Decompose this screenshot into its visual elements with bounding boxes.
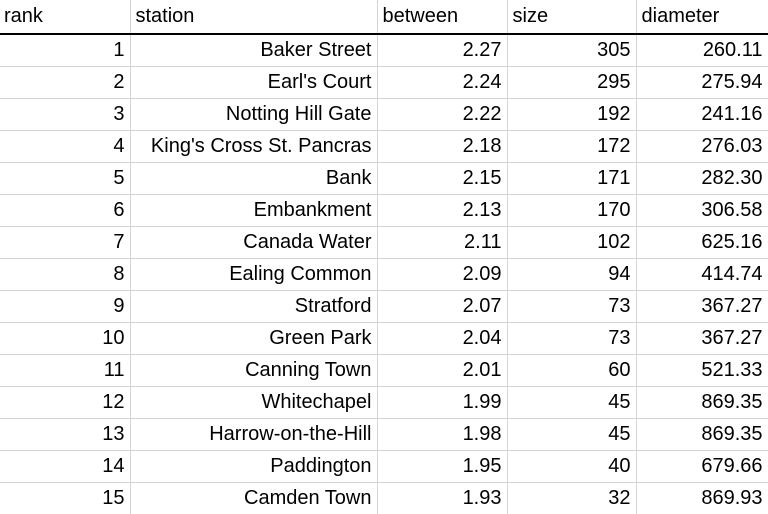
- cell-diameter[interactable]: 521.33: [636, 354, 768, 387]
- cell-between[interactable]: 2.22: [377, 98, 508, 131]
- cell-size[interactable]: 40: [507, 450, 637, 483]
- cell-rank[interactable]: 6: [0, 194, 131, 227]
- table-row: 2 Earl's Court 2.24 295 275.94: [0, 66, 768, 99]
- cell-between[interactable]: 1.93: [377, 482, 508, 514]
- table-row: 4 King's Cross St. Pancras 2.18 172 276.…: [0, 130, 768, 163]
- cell-rank[interactable]: 7: [0, 226, 131, 259]
- cell-between[interactable]: 2.18: [377, 130, 508, 163]
- cell-between[interactable]: 2.04: [377, 322, 508, 355]
- cell-diameter[interactable]: 275.94: [636, 66, 768, 99]
- cell-between[interactable]: 2.01: [377, 354, 508, 387]
- table-row: 10 Green Park 2.04 73 367.27: [0, 322, 768, 355]
- cell-station[interactable]: Earl's Court: [130, 66, 378, 99]
- cell-diameter[interactable]: 414.74: [636, 258, 768, 291]
- cell-size[interactable]: 45: [507, 386, 637, 419]
- table-row: 11 Canning Town 2.01 60 521.33: [0, 354, 768, 387]
- cell-size[interactable]: 60: [507, 354, 637, 387]
- header-diameter[interactable]: diameter: [636, 0, 768, 35]
- cell-rank[interactable]: 3: [0, 98, 131, 131]
- cell-rank[interactable]: 5: [0, 162, 131, 195]
- header-rank[interactable]: rank: [0, 0, 131, 35]
- header-size[interactable]: size: [507, 0, 637, 35]
- cell-station[interactable]: Harrow-on-the-Hill: [130, 418, 378, 451]
- cell-diameter[interactable]: 869.35: [636, 386, 768, 419]
- cell-station[interactable]: Stratford: [130, 290, 378, 323]
- table-row: 14 Paddington 1.95 40 679.66: [0, 450, 768, 483]
- cell-size[interactable]: 102: [507, 226, 637, 259]
- cell-between[interactable]: 1.99: [377, 386, 508, 419]
- header-between[interactable]: between: [377, 0, 508, 35]
- header-station[interactable]: station: [130, 0, 378, 35]
- table-row: 13 Harrow-on-the-Hill 1.98 45 869.35: [0, 418, 768, 451]
- table-row: 15 Camden Town 1.93 32 869.93: [0, 482, 768, 514]
- cell-station[interactable]: King's Cross St. Pancras: [130, 130, 378, 163]
- cell-station[interactable]: Bank: [130, 162, 378, 195]
- cell-station[interactable]: Notting Hill Gate: [130, 98, 378, 131]
- cell-size[interactable]: 171: [507, 162, 637, 195]
- cell-between[interactable]: 2.27: [377, 34, 508, 67]
- cell-station[interactable]: Green Park: [130, 322, 378, 355]
- cell-diameter[interactable]: 869.35: [636, 418, 768, 451]
- cell-station[interactable]: Canada Water: [130, 226, 378, 259]
- cell-size[interactable]: 305: [507, 34, 637, 67]
- cell-between[interactable]: 2.24: [377, 66, 508, 99]
- cell-size[interactable]: 172: [507, 130, 637, 163]
- cell-station[interactable]: Embankment: [130, 194, 378, 227]
- cell-diameter[interactable]: 625.16: [636, 226, 768, 259]
- table-row: 6 Embankment 2.13 170 306.58: [0, 194, 768, 227]
- cell-diameter[interactable]: 869.93: [636, 482, 768, 514]
- cell-size[interactable]: 45: [507, 418, 637, 451]
- table-row: 9 Stratford 2.07 73 367.27: [0, 290, 768, 323]
- cell-station[interactable]: Canning Town: [130, 354, 378, 387]
- cell-diameter[interactable]: 241.16: [636, 98, 768, 131]
- cell-size[interactable]: 192: [507, 98, 637, 131]
- cell-diameter[interactable]: 260.11: [636, 34, 768, 67]
- table-row: 12 Whitechapel 1.99 45 869.35: [0, 386, 768, 419]
- cell-between[interactable]: 1.98: [377, 418, 508, 451]
- cell-size[interactable]: 32: [507, 482, 637, 514]
- cell-between[interactable]: 2.13: [377, 194, 508, 227]
- table-row: 1 Baker Street 2.27 305 260.11: [0, 34, 768, 67]
- cell-diameter[interactable]: 306.58: [636, 194, 768, 227]
- cell-station[interactable]: Ealing Common: [130, 258, 378, 291]
- header-row: rank station between size diameter: [0, 0, 768, 35]
- cell-diameter[interactable]: 367.27: [636, 322, 768, 355]
- cell-station[interactable]: Paddington: [130, 450, 378, 483]
- cell-size[interactable]: 73: [507, 322, 637, 355]
- cell-diameter[interactable]: 276.03: [636, 130, 768, 163]
- cell-rank[interactable]: 14: [0, 450, 131, 483]
- cell-between[interactable]: 2.15: [377, 162, 508, 195]
- table-row: 7 Canada Water 2.11 102 625.16: [0, 226, 768, 259]
- cell-diameter[interactable]: 367.27: [636, 290, 768, 323]
- cell-size[interactable]: 94: [507, 258, 637, 291]
- cell-rank[interactable]: 8: [0, 258, 131, 291]
- cell-station[interactable]: Baker Street: [130, 34, 378, 67]
- table-row: 8 Ealing Common 2.09 94 414.74: [0, 258, 768, 291]
- cell-rank[interactable]: 1: [0, 34, 131, 67]
- cell-rank[interactable]: 11: [0, 354, 131, 387]
- cell-station[interactable]: Whitechapel: [130, 386, 378, 419]
- cell-size[interactable]: 170: [507, 194, 637, 227]
- table-row: 5 Bank 2.15 171 282.30: [0, 162, 768, 195]
- cell-size[interactable]: 295: [507, 66, 637, 99]
- cell-size[interactable]: 73: [507, 290, 637, 323]
- cell-between[interactable]: 2.09: [377, 258, 508, 291]
- cell-between[interactable]: 2.11: [377, 226, 508, 259]
- cell-rank[interactable]: 10: [0, 322, 131, 355]
- cell-between[interactable]: 2.07: [377, 290, 508, 323]
- cell-rank[interactable]: 4: [0, 130, 131, 163]
- cell-rank[interactable]: 12: [0, 386, 131, 419]
- cell-station[interactable]: Camden Town: [130, 482, 378, 514]
- cell-rank[interactable]: 15: [0, 482, 131, 514]
- cell-rank[interactable]: 9: [0, 290, 131, 323]
- cell-between[interactable]: 1.95: [377, 450, 508, 483]
- cell-diameter[interactable]: 679.66: [636, 450, 768, 483]
- cell-diameter[interactable]: 282.30: [636, 162, 768, 195]
- cell-rank[interactable]: 13: [0, 418, 131, 451]
- cell-rank[interactable]: 2: [0, 66, 131, 99]
- table-row: 3 Notting Hill Gate 2.22 192 241.16: [0, 98, 768, 131]
